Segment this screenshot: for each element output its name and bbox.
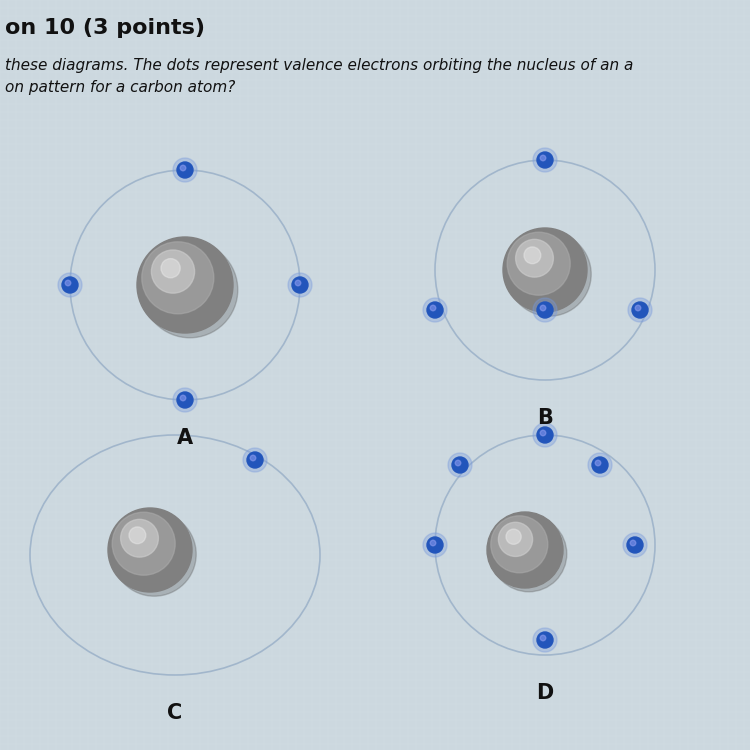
Circle shape [537, 152, 553, 168]
Circle shape [152, 250, 194, 293]
Circle shape [180, 165, 186, 171]
Text: C: C [167, 703, 183, 723]
Circle shape [628, 298, 652, 322]
Circle shape [173, 388, 197, 412]
Circle shape [627, 537, 643, 553]
Circle shape [173, 158, 197, 182]
Circle shape [630, 540, 636, 546]
Text: A: A [177, 428, 193, 448]
Circle shape [507, 232, 570, 296]
Circle shape [112, 512, 196, 596]
Circle shape [137, 237, 233, 333]
Circle shape [515, 239, 554, 278]
Circle shape [452, 457, 468, 473]
Circle shape [533, 423, 557, 447]
Circle shape [121, 519, 158, 557]
Circle shape [448, 453, 472, 477]
Circle shape [533, 298, 557, 322]
Circle shape [58, 273, 82, 297]
Circle shape [540, 155, 546, 160]
Circle shape [455, 460, 460, 466]
Circle shape [177, 162, 193, 178]
Circle shape [251, 455, 256, 460]
Circle shape [296, 280, 301, 286]
Circle shape [507, 232, 591, 316]
Text: on 10 (3 points): on 10 (3 points) [5, 18, 205, 38]
Circle shape [537, 427, 553, 443]
Circle shape [243, 448, 267, 472]
Circle shape [537, 632, 553, 648]
Circle shape [540, 635, 546, 640]
Circle shape [129, 527, 146, 544]
Circle shape [635, 305, 640, 310]
Circle shape [588, 453, 612, 477]
Circle shape [499, 522, 532, 556]
Circle shape [540, 305, 546, 310]
Circle shape [177, 392, 193, 408]
Circle shape [506, 529, 521, 544]
Circle shape [632, 302, 648, 318]
Text: B: B [537, 408, 553, 428]
Circle shape [65, 280, 70, 286]
Circle shape [430, 305, 436, 310]
Text: D: D [536, 683, 554, 703]
Circle shape [490, 516, 548, 573]
Circle shape [427, 302, 443, 318]
Circle shape [540, 430, 546, 436]
Circle shape [533, 628, 557, 652]
Circle shape [62, 277, 78, 293]
Text: on pattern for a carbon atom?: on pattern for a carbon atom? [5, 80, 236, 95]
Circle shape [623, 533, 647, 557]
Circle shape [430, 540, 436, 546]
Circle shape [423, 298, 447, 322]
Circle shape [108, 508, 192, 592]
Circle shape [537, 302, 553, 318]
Circle shape [180, 395, 186, 400]
Circle shape [533, 148, 557, 172]
Circle shape [142, 242, 238, 338]
Circle shape [161, 259, 180, 278]
Circle shape [292, 277, 308, 293]
Circle shape [487, 512, 563, 588]
Circle shape [288, 273, 312, 297]
Circle shape [423, 533, 447, 557]
Circle shape [142, 242, 214, 314]
Text: these diagrams. The dots represent valence electrons orbiting the nucleus of an : these diagrams. The dots represent valen… [5, 58, 633, 73]
Circle shape [247, 452, 263, 468]
Circle shape [596, 460, 601, 466]
Circle shape [524, 247, 541, 264]
Circle shape [503, 228, 587, 312]
Circle shape [427, 537, 443, 553]
Circle shape [490, 516, 567, 592]
Circle shape [592, 457, 608, 473]
Circle shape [112, 512, 176, 575]
